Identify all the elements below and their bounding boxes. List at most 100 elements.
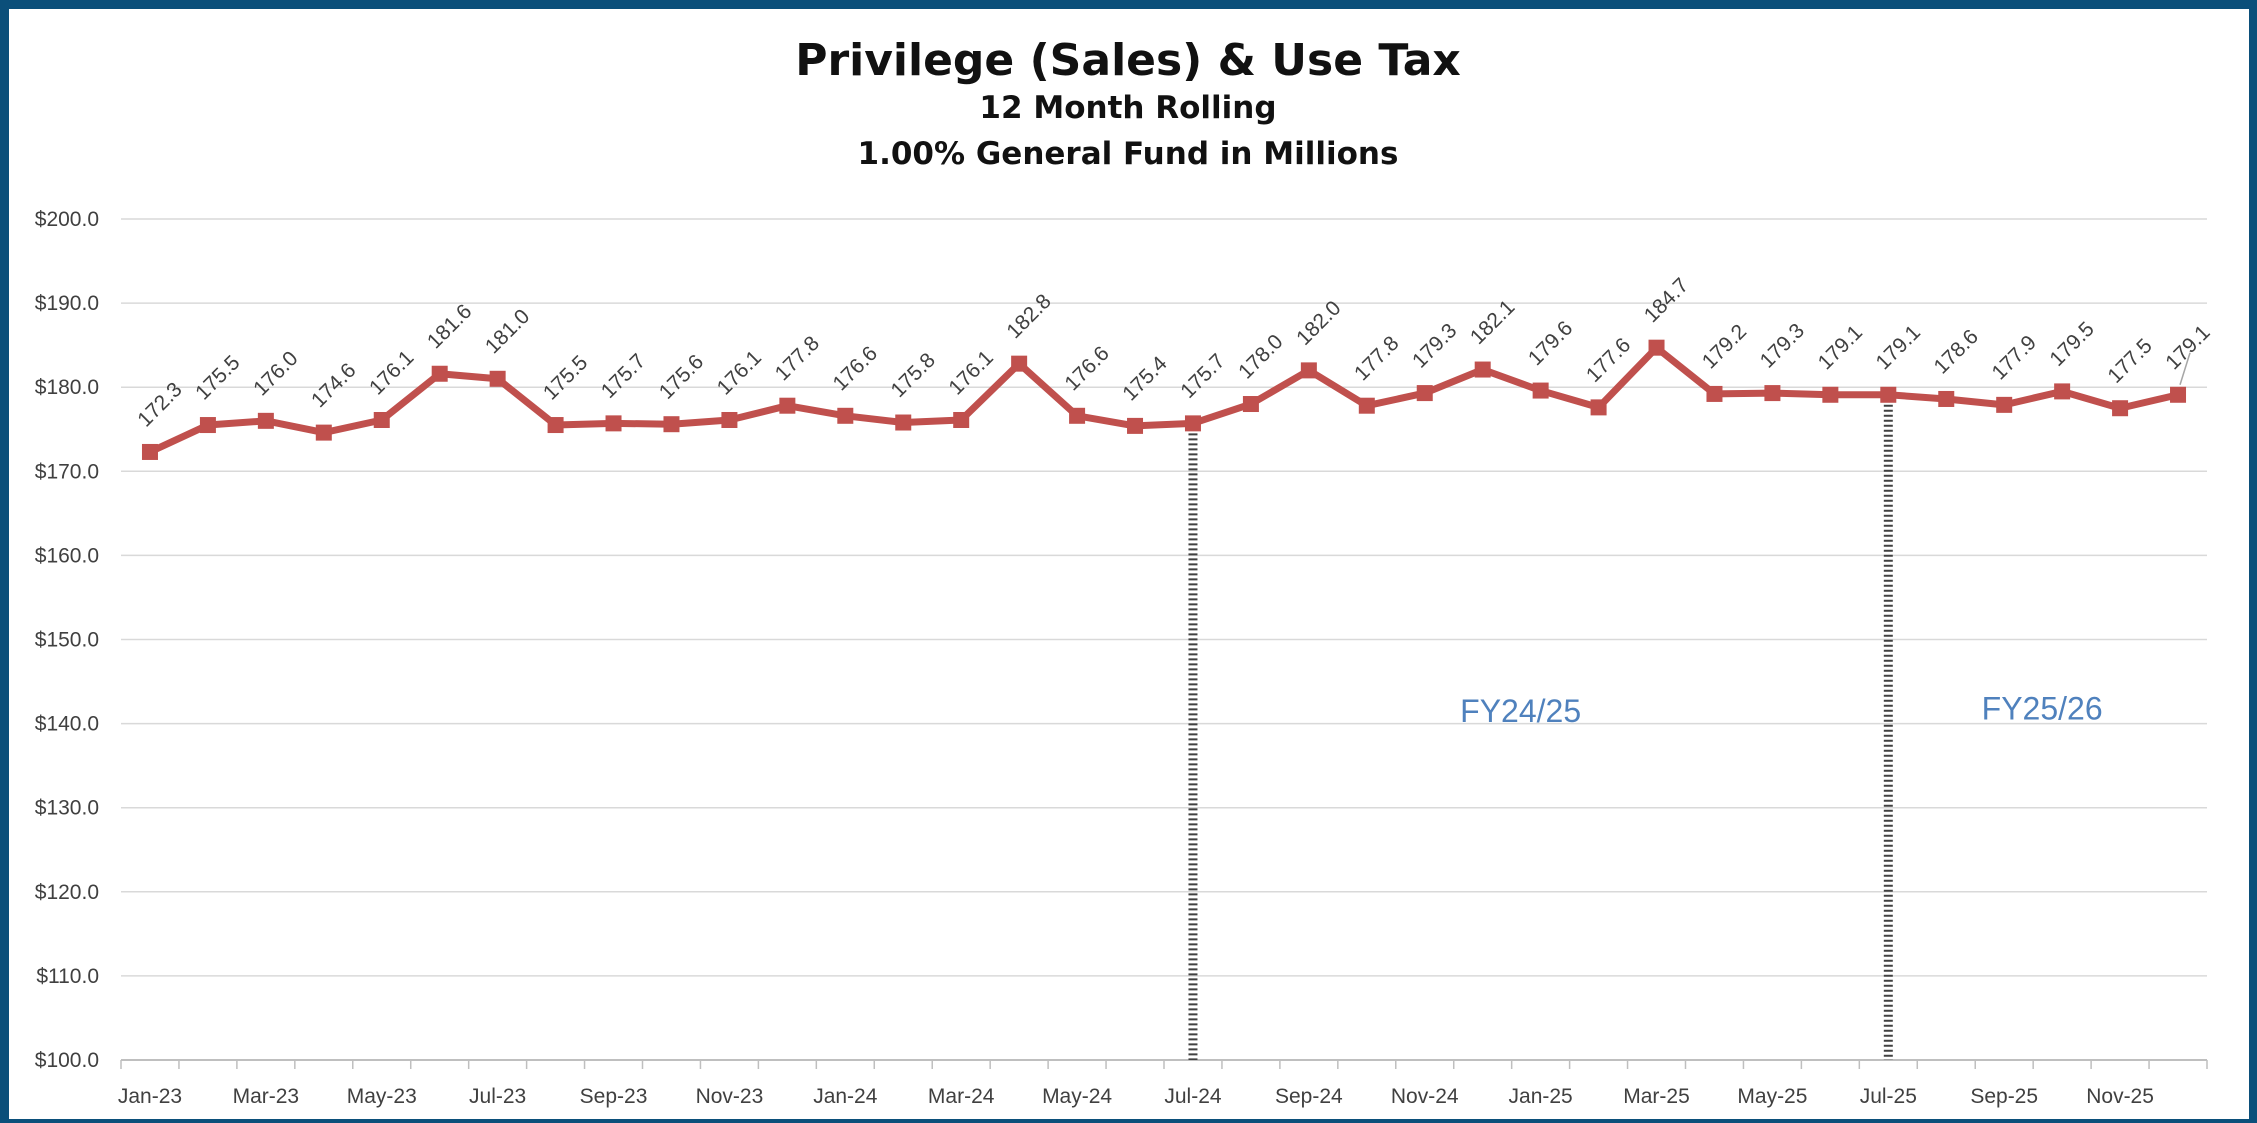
data-point [1184, 415, 1201, 432]
data-point [1764, 385, 1781, 402]
y-tick-label: $180.0 [35, 376, 99, 399]
data-label: 181.0 [481, 305, 534, 358]
data-point [1069, 407, 1086, 424]
x-tick-label: Jul-25 [1860, 1085, 1917, 1108]
data-point [1880, 386, 1897, 403]
x-tick-label: Jan-23 [118, 1085, 182, 1108]
data-point [663, 416, 680, 433]
data-point [837, 407, 854, 424]
data-label: 174.6 [307, 359, 360, 412]
series-line-path [148, 344, 2179, 456]
data-label: 178.0 [1234, 330, 1287, 383]
data-point [431, 365, 448, 382]
data-label: 177.9 [1987, 331, 2040, 384]
data-point [1242, 396, 1259, 413]
data-label: 181.6 [423, 300, 476, 353]
data-point [489, 370, 506, 387]
data-point [2170, 386, 2187, 403]
data-point [605, 415, 622, 432]
x-tick-label: Mar-25 [1623, 1085, 1690, 1108]
data-point [1822, 386, 1839, 403]
x-tick-label: Sep-23 [580, 1085, 648, 1108]
data-label: 175.7 [1176, 349, 1229, 402]
data-label: 175.8 [887, 349, 940, 402]
data-label: 177.8 [771, 332, 824, 385]
line-chart: Privilege (Sales) & Use Tax 12 Month Rol… [35, 35, 2215, 1108]
data-point [721, 411, 738, 428]
data-point [315, 424, 332, 441]
data-label: 175.7 [597, 349, 650, 402]
data-label: 179.5 [2045, 318, 2098, 371]
data-label: 179.3 [1408, 319, 1461, 372]
data-point [1300, 362, 1317, 379]
x-tick-label: Nov-24 [1391, 1085, 1459, 1108]
chart-subtitle-2: 1.00% General Fund in Millions [858, 136, 1399, 172]
y-tick-label: $110.0 [36, 965, 99, 988]
y-tick-label: $170.0 [35, 460, 99, 483]
y-tick-label: $150.0 [35, 629, 99, 652]
data-point [1474, 361, 1491, 378]
y-tick-label: $190.0 [35, 292, 99, 315]
data-label: 175.6 [655, 350, 708, 403]
data-point [1590, 399, 1607, 416]
y-tick-label: $120.0 [35, 881, 99, 904]
x-tick-label: Jan-24 [813, 1085, 878, 1108]
x-tick-label: Sep-24 [1275, 1085, 1343, 1108]
data-point [1996, 396, 2013, 413]
data-point [895, 414, 912, 431]
chart-subtitle-1: 12 Month Rolling [979, 90, 1276, 126]
chart-frame: Privilege (Sales) & Use Tax 12 Month Rol… [9, 9, 2249, 1119]
y-tick-label: $140.0 [35, 713, 99, 736]
data-label: 175.5 [539, 351, 592, 404]
fiscal-year-annotation: FY24/25 [1460, 693, 1581, 729]
data-point [953, 411, 970, 428]
data-label: 176.0 [249, 347, 302, 400]
x-tick-label: Sep-25 [1970, 1085, 2038, 1108]
data-label: 179.6 [1524, 317, 1577, 370]
y-axis: $100.0 $110.0 $120.0 $130.0 $140.0 $150.0 $160… [35, 208, 99, 1072]
chart-title: Privilege (Sales) & Use Tax [795, 35, 1461, 86]
data-point [2054, 383, 2071, 400]
data-point [1532, 382, 1549, 399]
data-label: 175.5 [191, 351, 244, 404]
x-tick-label: Mar-24 [928, 1085, 995, 1108]
data-label-leader [2179, 352, 2191, 385]
data-point [199, 417, 216, 434]
x-tick-label: Jan-25 [1509, 1085, 1573, 1108]
data-point [141, 443, 158, 460]
x-tick-label: Nov-23 [696, 1085, 764, 1108]
data-point [1011, 355, 1028, 372]
data-point [547, 417, 564, 434]
x-tick-label: Jul-23 [469, 1085, 526, 1108]
data-label: 178.6 [1930, 325, 1983, 378]
y-tick-label: $160.0 [35, 544, 99, 567]
data-label: 179.1 [1814, 321, 1867, 374]
gridlines [121, 218, 2207, 1061]
data-point [1127, 417, 1144, 434]
data-label: 172.3 [133, 378, 186, 431]
data-point [1648, 339, 1665, 356]
x-axis: Jan-23 Mar-23 May-23 Jul-23 Sep-23 Nov-23 Jan-… [118, 1060, 2208, 1108]
x-tick-label: Jul-24 [1164, 1085, 1222, 1108]
data-label: 175.4 [1118, 352, 1172, 406]
y-tick-label: $200.0 [35, 208, 99, 231]
annotations: FY24/25 FY25/26 [1460, 690, 2102, 729]
data-label: 182.8 [1002, 290, 1055, 343]
data-point [1358, 397, 1375, 414]
data-label: 176.1 [365, 346, 418, 399]
series-line [141, 339, 2187, 460]
data-label: 179.3 [1756, 319, 1809, 372]
x-tick-label: Nov-25 [2086, 1085, 2154, 1108]
data-label: 179.1 [1872, 321, 1925, 374]
data-label: 184.7 [1640, 274, 1693, 327]
y-tick-label: $100.0 [35, 1049, 99, 1072]
data-point [257, 412, 274, 429]
y-tick-label: $130.0 [35, 797, 99, 820]
data-label: 179.2 [1698, 320, 1751, 373]
data-point [1416, 385, 1433, 402]
x-tick-label: May-25 [1737, 1085, 1807, 1108]
data-label: 177.5 [2103, 334, 2156, 387]
data-point [373, 411, 390, 428]
x-tick-label: May-24 [1042, 1085, 1112, 1108]
